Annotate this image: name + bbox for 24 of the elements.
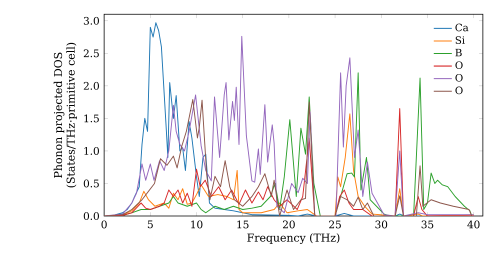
- x-tick-label: 40: [467, 220, 480, 228]
- y-axis-title: Phonon projected DOS (States/THz·primitive cell): [54, 42, 77, 188]
- y-tick-label: 2.0: [84, 82, 99, 90]
- legend-label: Si: [456, 36, 465, 44]
- x-tick-label: 5: [148, 220, 153, 228]
- y-tick-label: 0.0: [84, 212, 99, 220]
- legend-label: O: [455, 74, 463, 82]
- y-tick-label: 2.5: [84, 49, 99, 58]
- legend-label: O: [455, 61, 463, 69]
- legend-label: O: [455, 86, 463, 94]
- x-tick-label: 25: [329, 220, 341, 228]
- legend-label: Ca: [455, 23, 468, 32]
- x-tick-label: 0: [102, 220, 107, 228]
- y-tick-label: 3.0: [84, 16, 99, 24]
- legend-label: B: [455, 48, 462, 56]
- x-axis-title: Frequency (THz): [247, 233, 340, 244]
- y-tick-label: 1.5: [84, 114, 99, 122]
- x-tick-label: 35: [422, 220, 434, 228]
- y-tick-label: 0.5: [84, 179, 99, 188]
- x-tick-label: 15: [237, 220, 249, 228]
- x-tick-label: 10: [191, 220, 202, 228]
- y-tick-label: 1.0: [84, 146, 99, 155]
- x-tick-label: 20: [282, 220, 295, 228]
- x-tick-label: 30: [375, 220, 388, 228]
